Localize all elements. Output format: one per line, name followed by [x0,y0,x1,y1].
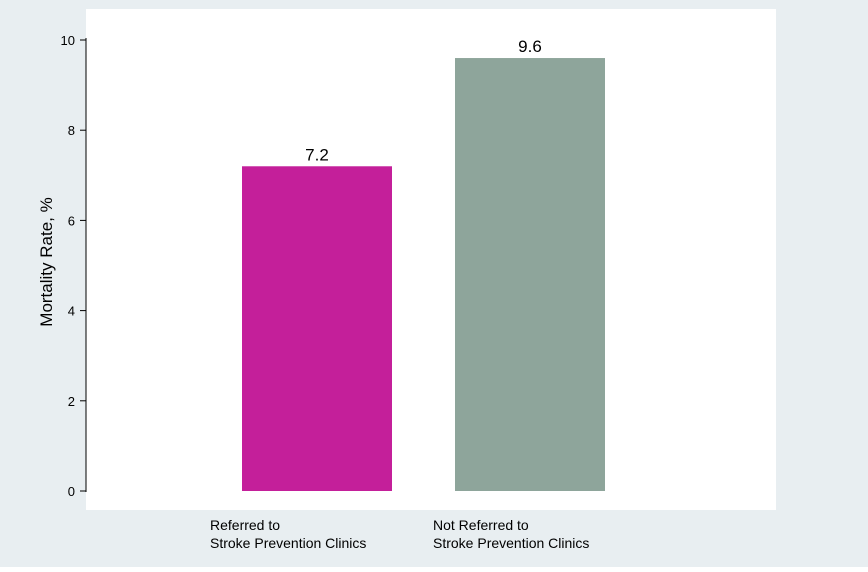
y-tick-label: 4 [68,304,75,319]
bar-value-label: 7.2 [305,145,329,164]
y-axis-label: Mortality Rate, % [37,197,56,326]
y-tick-label: 2 [68,394,75,409]
x-category-label: Not Referred to [433,517,529,533]
x-axis-category-labels: Referred to Stroke Prevention Clinics Not … [210,517,589,551]
x-category-label: Stroke Prevention Clinics [210,535,366,551]
y-tick-label: 0 [68,484,75,499]
x-category-label: Stroke Prevention Clinics [433,535,589,551]
y-tick-label: 10 [61,33,75,48]
data-labels: 7.2 9.6 [305,37,542,164]
bar [242,166,392,491]
y-axis-ticks: 0 2 4 6 8 10 [61,33,86,499]
bar-value-label: 9.6 [518,37,542,56]
x-category-label: Referred to [210,517,280,533]
bar [455,58,605,491]
plot-area [86,9,776,510]
y-tick-label: 6 [68,213,75,228]
bars [242,58,605,491]
y-tick-label: 8 [68,123,75,138]
